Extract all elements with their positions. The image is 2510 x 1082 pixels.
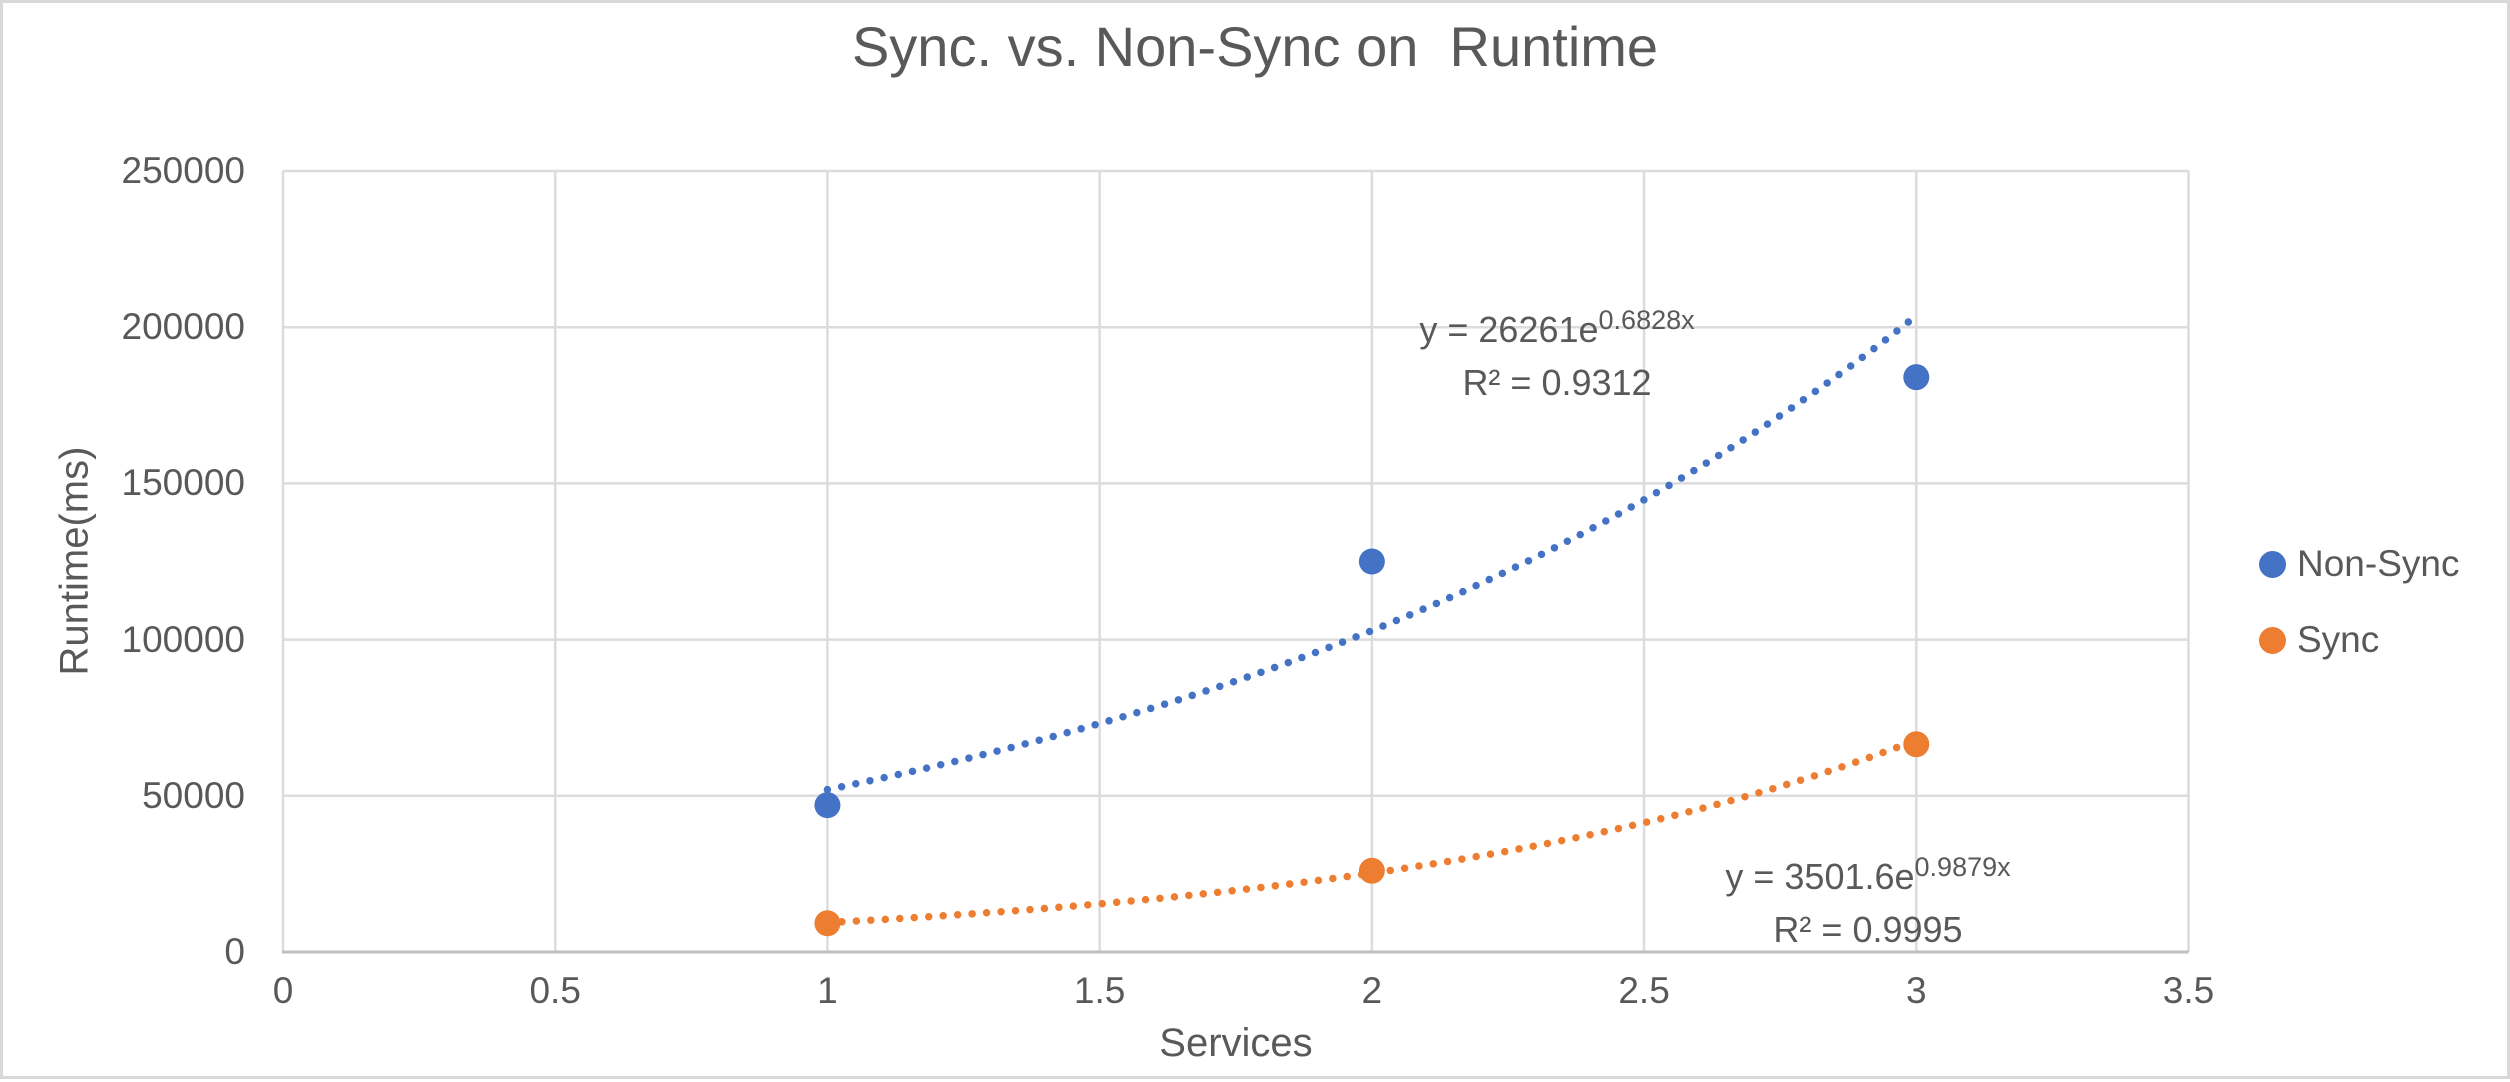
r-squared-text: R² = 0.9312 xyxy=(1462,362,1652,403)
y-axis-tick-label: 50000 xyxy=(142,774,245,816)
equation-text: y = 3501.6e0.9879x xyxy=(1725,852,2011,897)
point-sync-x2[interactable] xyxy=(1358,857,1385,884)
legend-label: Sync xyxy=(2297,619,2380,660)
legend-marker-circle-icon xyxy=(2259,550,2286,578)
y-axis-tick-label: 200000 xyxy=(121,306,245,348)
x-axis-tick-label: 2.5 xyxy=(1618,970,1670,1011)
legend-item-non-sync[interactable]: Non-Sync xyxy=(2259,542,2459,586)
trendline-equation-sync: y = 3501.6e0.9879x R² = 0.9995 xyxy=(1725,852,2010,954)
x-axis-tick-label: 1 xyxy=(817,970,838,1011)
x-axis-tick-label: 1.5 xyxy=(1073,970,1126,1011)
point-non-sync-x3[interactable] xyxy=(1903,364,1930,391)
equation-text: y = 26261e0.6828x xyxy=(1419,305,1695,350)
y-axis-tick-label: 150000 xyxy=(121,462,245,504)
x-axis-tick-label: 0.5 xyxy=(529,970,581,1011)
trendline-non-sync[interactable] xyxy=(823,311,1921,794)
point-non-sync-x2[interactable] xyxy=(1358,548,1385,575)
x-axis-tick-label: 2 xyxy=(1361,970,1383,1011)
y-axis-tick-label: 250000 xyxy=(121,150,245,191)
trendline-equation-non-sync: y = 26261e0.6828x R² = 0.9312 xyxy=(1419,305,1694,407)
legend-item-sync[interactable]: Sync xyxy=(2259,618,2379,662)
y-axis-tick-label: 100000 xyxy=(121,618,245,660)
point-sync-x3[interactable] xyxy=(1903,731,1930,758)
point-sync-x1[interactable] xyxy=(814,910,841,937)
y-axis-title: Runtime(ms) xyxy=(52,446,97,676)
plot-area xyxy=(281,169,2190,954)
point-non-sync-x1[interactable] xyxy=(814,792,841,819)
chart-title: Sync. vs. Non-Sync on Runtime xyxy=(851,15,1659,78)
legend-marker-circle-icon xyxy=(2259,626,2286,654)
x-axis-tick-label: 3 xyxy=(1905,970,1927,1011)
x-axis-title: Services xyxy=(1159,1021,1313,1065)
r-squared-text: R² = 0.9995 xyxy=(1773,909,1963,950)
y-axis-tick-label: 0 xyxy=(224,931,245,972)
x-axis-tick-label: 0 xyxy=(272,970,294,1011)
x-axis-tick-label: 3.5 xyxy=(2162,970,2215,1011)
legend-label: Non-Sync xyxy=(2297,543,2460,584)
